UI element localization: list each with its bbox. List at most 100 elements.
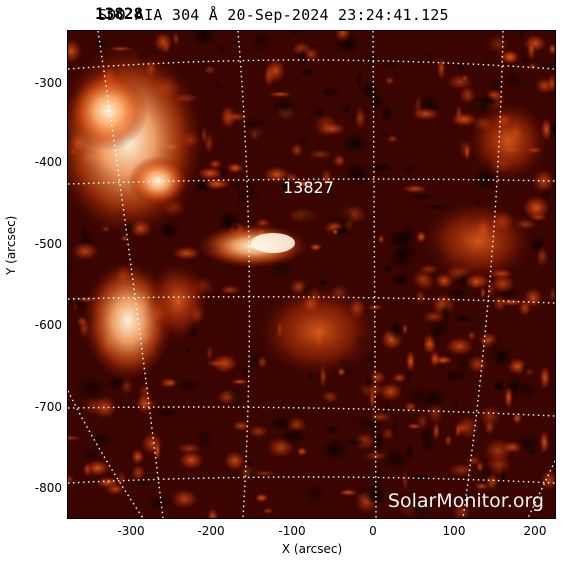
texture-blob	[290, 31, 300, 36]
texture-blob	[421, 310, 446, 324]
image-title: SDO AIA 304 Å 20-Sep-2024 23:24:41.125	[98, 6, 449, 24]
x-tick-label: 100	[442, 524, 466, 538]
texture-blob	[290, 142, 304, 158]
texture-blob	[316, 279, 330, 287]
texture-blob	[71, 242, 99, 261]
texture-blob	[172, 31, 180, 46]
texture-blob	[432, 421, 441, 441]
texture-blob	[535, 244, 549, 268]
overlapping-region-number: 13828	[95, 4, 144, 23]
texture-blob	[364, 354, 381, 366]
texture-blob	[380, 104, 393, 124]
chromosphere-texture	[68, 31, 555, 518]
texture-blob	[223, 111, 250, 122]
texture-blob	[68, 297, 89, 309]
texture-blob	[217, 43, 226, 55]
texture-blob	[426, 50, 434, 64]
texture-blob	[82, 461, 92, 478]
texture-blob	[340, 208, 355, 232]
texture-blob	[440, 369, 469, 383]
texture-blob	[278, 426, 308, 446]
texture-blob	[517, 31, 525, 42]
texture-blob	[455, 61, 467, 74]
texture-blob	[230, 378, 249, 385]
texture-blob	[451, 503, 472, 518]
x-tick-label: 0	[369, 524, 377, 538]
texture-blob	[480, 286, 486, 300]
texture-blob	[320, 390, 340, 404]
texture-blob	[195, 426, 213, 452]
y-tick-label: -300	[34, 76, 62, 90]
texture-blob	[411, 269, 433, 289]
texture-blob	[320, 86, 341, 98]
texture-blob	[338, 489, 359, 496]
texture-blob	[377, 234, 385, 244]
texture-blob	[370, 495, 385, 505]
texture-blob	[261, 507, 275, 515]
texture-blob	[414, 288, 427, 306]
texture-blob	[548, 286, 555, 303]
y-tick-label: -500	[34, 237, 62, 251]
texture-blob	[467, 330, 476, 341]
texture-blob	[334, 33, 362, 55]
texture-blob	[384, 75, 395, 86]
texture-blob	[436, 56, 446, 81]
texture-blob	[250, 31, 273, 54]
texture-blob	[332, 154, 347, 168]
texture-blob	[389, 271, 411, 287]
y-tick-label: -800	[34, 481, 62, 495]
texture-blob	[90, 431, 113, 450]
texture-blob	[332, 228, 339, 236]
texture-blob	[405, 349, 416, 373]
texture-blob	[386, 228, 410, 250]
x-tick-label: -200	[197, 524, 225, 538]
x-axis-title: X (arcsec)	[281, 542, 343, 556]
texture-blob	[411, 106, 441, 121]
texture-blob	[539, 429, 550, 455]
texture-blob	[429, 350, 441, 368]
texture-blob	[466, 354, 489, 374]
texture-blob	[401, 184, 429, 194]
texture-blob	[231, 420, 251, 432]
texture-blob	[392, 414, 398, 436]
texture-blob	[68, 38, 83, 64]
texture-blob	[361, 54, 380, 63]
texture-blob	[171, 246, 202, 261]
texture-blob	[76, 375, 107, 402]
texture-blob	[401, 163, 418, 176]
texture-blob	[512, 412, 523, 425]
texture-blob	[245, 464, 259, 486]
texture-blob	[323, 424, 341, 435]
texture-blob	[497, 49, 521, 64]
texture-blob	[351, 415, 381, 432]
texture-blob	[242, 114, 266, 141]
texture-blob	[454, 421, 470, 435]
texture-blob	[540, 468, 555, 492]
texture-blob	[381, 447, 410, 472]
texture-blob	[175, 378, 203, 393]
texture-blob	[207, 507, 219, 518]
texture-blob	[240, 181, 256, 188]
texture-blob	[391, 372, 407, 384]
texture-blob	[292, 210, 316, 228]
coordinate-grid	[68, 31, 555, 518]
texture-blob	[520, 360, 530, 375]
texture-blob	[208, 159, 223, 170]
texture-blob	[298, 138, 306, 145]
texture-blob	[478, 403, 502, 429]
texture-blob	[486, 34, 511, 54]
texture-blob	[501, 70, 526, 89]
texture-blob	[270, 96, 299, 120]
texture-blob	[191, 31, 217, 47]
texture-blob	[247, 424, 270, 439]
texture-blob	[343, 162, 372, 188]
texture-blob	[256, 355, 268, 370]
texture-blob	[480, 55, 490, 69]
texture-blob	[504, 385, 514, 410]
x-tick-label: -300	[117, 524, 145, 538]
texture-blob	[161, 38, 172, 55]
texture-blob	[447, 462, 476, 478]
texture-blob	[355, 70, 363, 89]
texture-blob	[104, 482, 126, 496]
texture-blob	[490, 345, 513, 369]
